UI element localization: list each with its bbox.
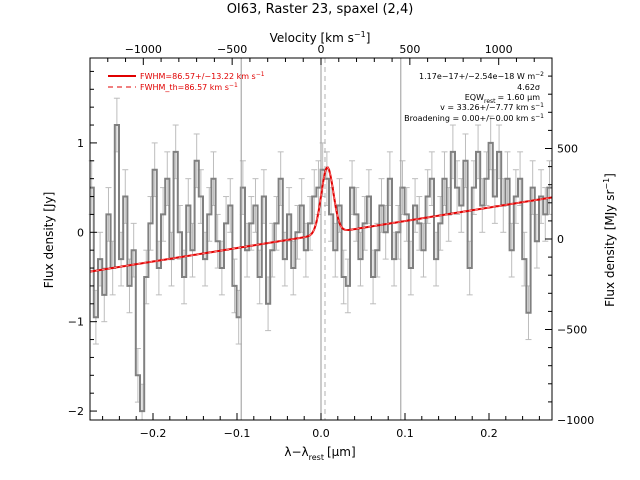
y-tick-label: 1: [77, 137, 84, 150]
legend-label-fit: FWHM=86.57+/−13.22 km s−1: [140, 71, 265, 81]
reference-lines: [240, 58, 402, 420]
x-tick-label: −0.2: [140, 427, 167, 440]
fit-annotations: 1.17e−17+/−2.54e−18 W m−2 4.62σ EQWrest =…: [404, 71, 544, 123]
x-axis-label: λ−λrest [μm]: [284, 445, 355, 462]
y-tick-label: −1: [68, 316, 84, 329]
top-tick-label: 1000: [485, 43, 513, 56]
annotation-line-flux: 1.17e−17+/−2.54e−18 W m−2: [419, 71, 544, 81]
legend: FWHM=86.57+/−13.22 km s−1 FWHM_th=86.57 …: [108, 71, 265, 92]
right-tick-label: 500: [557, 143, 578, 156]
top-tick-label: −500: [217, 43, 247, 56]
x-tick-label: −0.1: [224, 427, 251, 440]
y-tick-label: 0: [77, 226, 84, 239]
right-tick-label: 0: [557, 233, 564, 246]
legend-label-thermal: FWHM_th=86.57 km s−1: [140, 82, 238, 92]
annotation-broadening: Broadening = 0.00+/−0.00 km s−1: [404, 113, 544, 123]
right-tick-label: −1000: [557, 414, 594, 427]
y-axis-label: Flux density [Jy]: [42, 192, 56, 289]
right-tick-label: −500: [557, 324, 587, 337]
annotation-sigma: 4.62σ: [517, 83, 540, 92]
right-axis-label: Flux density [MJy sr−1]: [602, 173, 617, 307]
fit-curve: [89, 166, 553, 273]
top-tick-label: 500: [399, 43, 420, 56]
chart-title: OI63, Raster 23, spaxel (2,4): [227, 2, 414, 17]
top-tick-label: −1000: [125, 43, 162, 56]
top-tick-label: 0: [318, 43, 325, 56]
top-axis-label: Velocity [km s−1]: [270, 30, 371, 45]
x-tick-label: 0.2: [480, 427, 498, 440]
x-tick-label: 0.1: [396, 427, 414, 440]
thermal-fit-line: [89, 167, 553, 273]
y-tick-label: −2: [68, 405, 84, 418]
x-tick-label: 0.0: [312, 427, 330, 440]
annotation-velocity: v = 33.26+/−7.77 km s−1: [440, 102, 544, 112]
axis-ticks: −0.2 −0.1 0.0 0.1 0.2 −2 −1 0 1 −1000 −500 0 500 1000…: [68, 43, 594, 440]
annotation-eqw: EQWrest = 1.60 μm: [465, 93, 540, 105]
